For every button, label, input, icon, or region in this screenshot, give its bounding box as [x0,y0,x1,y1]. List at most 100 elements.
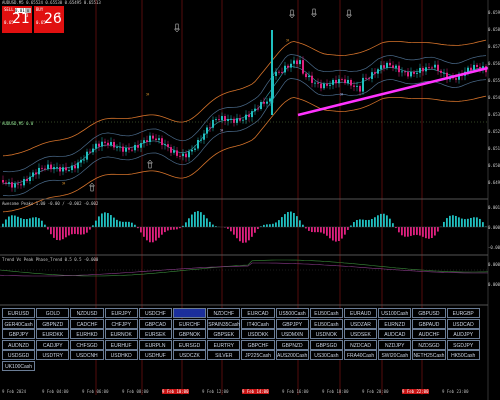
symbol-button-gbpjpy[interactable]: GBPJPY [275,318,309,329]
symbol-button-nzdcad[interactable]: NZDCAD [344,339,378,350]
symbol-button-gbpsek[interactable]: GBPSEK [207,329,241,339]
symbol-button-eurhkd[interactable]: EURHKD [70,329,104,339]
symbol-button-neth25cash[interactable]: NETH25Cash [412,350,446,360]
symbol-button-ger40cash[interactable]: GER40Cash [2,318,36,329]
down-arrow-icon [345,9,353,19]
symbol-button-gbpjpy[interactable]: GBPJPY [2,329,36,339]
symbol-button-fra40cash[interactable]: FRA40Cash [344,350,378,360]
symbol-button-eurnzd[interactable]: EURNZD [378,318,412,329]
symbol-button-eu50cash[interactable]: EU50Cash [309,308,343,318]
symbol-button-gbpaud[interactable]: GBPAUD [412,318,446,329]
symbol-button-usdmxn[interactable]: USDMXN [275,329,309,339]
candle-body [113,141,115,148]
symbol-button-it40cash[interactable]: IT40Cash [241,318,275,329]
symbol-button-nzdchf[interactable]: NZDCHF [207,308,241,318]
histogram-bar [338,227,340,242]
symbol-button-audnzd[interactable]: AUDNZD [2,339,36,350]
symbol-button-eurcad[interactable]: EURCAD [241,308,275,318]
symbol-button-audjpy[interactable]: AUDJPY [446,329,480,339]
candle-body [296,60,298,65]
symbol-button-sgdjpy[interactable]: SGDJPY [446,339,480,350]
symbol-button-eurdkk[interactable]: EURDKK [36,329,70,339]
candle-body [143,140,145,144]
symbol-button-usdnok[interactable]: USDNOK [309,329,343,339]
symbol-button-eursgd[interactable]: EURSGD [173,339,207,350]
symbol-button-eurpln[interactable]: EURPLN [138,339,172,350]
histogram-bar [287,212,289,227]
buy-price-prefix: 0.65 [36,20,46,25]
symbol-button-audchf[interactable]: AUDCHF [412,329,446,339]
symbol-button-gbpchf[interactable]: GBPCHF [241,339,275,350]
symbol-button-eu50cash[interactable]: EU50Cash [309,318,343,329]
symbol-button-hk50cash[interactable]: HK50Cash [446,350,480,360]
candle-body [14,183,16,188]
lot-multiplier-button[interactable]: x [25,8,31,13]
symbol-button-nzdjpy[interactable]: NZDJPY [378,339,412,350]
symbol-button-usdhuf[interactable]: USDHUF [138,350,172,360]
symbol-button-chfsgd[interactable]: CHFSGD [70,339,104,350]
buy-price-big: 26 [44,11,62,27]
time-label: 9 Feb 22:00 [402,389,429,394]
symbol-button-gbpnzd[interactable]: GBPNZD [275,339,309,350]
symbol-button-nzdusd[interactable]: NZDUSD [70,308,104,318]
symbol-button-cadchf[interactable]: CADCHF [70,318,104,329]
symbol-button-gbpnok[interactable]: GBPNOK [173,329,207,339]
histogram-bar [371,218,373,227]
symbol-button-eurhuf[interactable]: EURHUF [104,339,138,350]
histogram-bar [317,227,319,233]
symbol-button-usdcnh[interactable]: USDCNH [70,350,104,360]
symbol-button-us30cash[interactable]: US30Cash [309,350,343,360]
symbol-button-eurnok[interactable]: EURNOK [104,329,138,339]
histogram-bar [32,217,34,227]
symbol-button-chfjpy[interactable]: CHFJPY [104,318,138,329]
histogram-bar [329,227,331,239]
symbol-button-eursek[interactable]: EURSEK [138,329,172,339]
histogram-bar [431,227,433,238]
symbol-button-usdzar[interactable]: USDZAR [344,318,378,329]
symbol-button-usdchf[interactable]: USDCHF [138,308,172,318]
symbol-button-aus200cash[interactable]: AUS200Cash [275,350,309,360]
symbol-button-jp225cash[interactable]: JP225Cash [241,350,275,360]
symbol-button-us100cash[interactable]: US100Cash [378,308,412,318]
symbol-button-eurjpy[interactable]: EURJPY [104,308,138,318]
histogram-bar [11,215,13,227]
symbol-button-gbpusd[interactable]: GBPUSD [412,308,446,318]
symbol-button-usdhkd[interactable]: USDHKD [104,350,138,360]
symbol-button-eurusd[interactable]: EURUSD [2,308,36,318]
histogram-bar [308,227,310,231]
symbol-button-gbpcad[interactable]: GBPCAD [138,318,172,329]
lot-size-input[interactable]: 0.01 [15,8,25,13]
symbol-button-gold[interactable]: GOLD [36,308,70,318]
symbol-button-audcad[interactable]: AUDCAD [378,329,412,339]
symbol-button-spain35cash[interactable]: SPAIN35Cash [207,318,241,329]
symbol-button-swi20cash[interactable]: SWI20Cash [378,350,412,360]
buy-button[interactable]: BUY 0.65 26 0 [34,6,64,33]
candle-body [374,72,376,74]
symbol-button-usdtry[interactable]: USDTRY [36,350,70,360]
symbol-button-usdczk[interactable]: USDCZK [173,350,207,360]
symbol-button-euraud[interactable]: EURAUD [344,308,378,318]
candle-body [8,182,10,184]
histogram-bar [203,214,205,227]
symbol-button-usdsgd[interactable]: USDSGD [2,350,36,360]
symbol-button-gbpsgd[interactable]: GBPSGD [309,339,343,350]
trendline[interactable] [297,66,489,117]
symbol-button-usddkk[interactable]: USDDKK [241,329,275,339]
symbol-button-eurtry[interactable]: EURTRY [207,339,241,350]
symbol-button-eurgbp[interactable]: EURGBP [446,308,480,318]
symbol-button-audusd[interactable]: AUDUSD [173,308,207,318]
symbol-button-eurchf[interactable]: EURCHF [173,318,207,329]
symbol-button-cadjpy[interactable]: CADJPY [36,339,70,350]
symbol-button-usdcad[interactable]: USDCAD [446,318,480,329]
symbol-button-silver[interactable]: SILVER [207,350,241,360]
symbol-button-gbpnzd[interactable]: GBPNZD [36,318,70,329]
candle-body [311,75,313,83]
symbol-button-usdsek[interactable]: USDSEK [344,329,378,339]
histogram-bar [434,227,436,236]
symbol-button-uk100cash[interactable]: UK100Cash [2,360,36,371]
candle-body [26,179,28,182]
symbol-button-us500cash[interactable]: US500Cash [275,308,309,318]
histogram-bar [482,222,484,227]
histogram-bar [422,227,424,237]
symbol-button-nzdsgd[interactable]: NZDSGD [412,339,446,350]
